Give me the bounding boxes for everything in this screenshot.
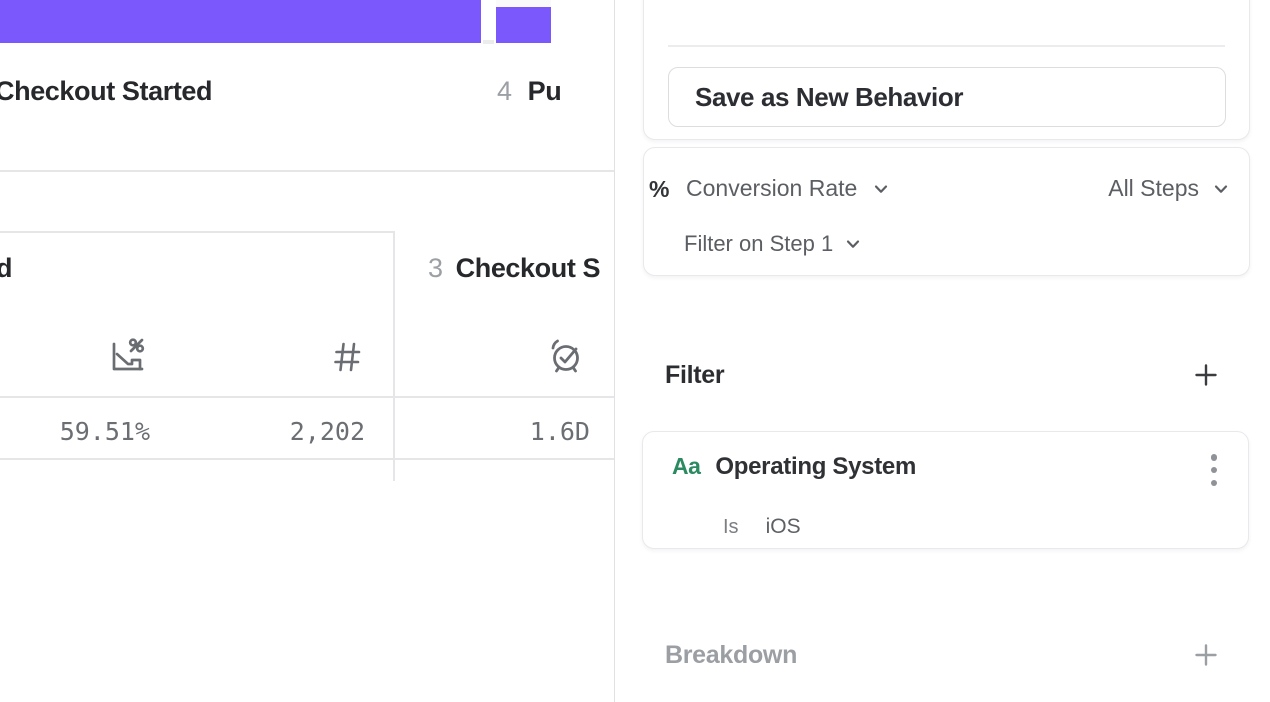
step-name: Pu: [527, 76, 562, 106]
count-value: 2,202: [289, 417, 365, 446]
filter-condition-row[interactable]: Is iOS: [723, 515, 801, 539]
filter-on-step-label: Filter on Step 1: [684, 231, 834, 256]
table-row-line: [0, 396, 614, 398]
table-column-divider: [393, 231, 395, 481]
funnel-bar-dropoff[interactable]: [483, 40, 494, 44]
add-filter-button[interactable]: [1193, 362, 1219, 388]
save-behavior-card: Save as New Behavior: [643, 0, 1250, 140]
chart-table-divider: [0, 170, 614, 172]
all-steps-dropdown[interactable]: All Steps: [1108, 175, 1231, 202]
filter-operator: Is: [723, 516, 739, 538]
count-icon: [332, 341, 362, 373]
table-header-line: [0, 231, 393, 233]
filter-card: Aa Operating System Is iOS: [642, 431, 1249, 549]
chevron-down-icon: [1211, 179, 1231, 199]
kebab-menu-icon[interactable]: [1207, 454, 1221, 486]
filter-property-name: Operating System: [715, 453, 917, 480]
filter-section-title: Filter: [665, 361, 725, 389]
avg-time-value: 1.6D: [529, 417, 590, 446]
percent-metric-icon: %: [649, 176, 670, 202]
query-side-panel: Save as New Behavior % Conversion Rate A…: [614, 0, 1270, 702]
chevron-down-icon: [871, 179, 891, 199]
step-number: 3: [428, 253, 443, 283]
funnel-chart-area: Checkout Started 4 Pu d 3 Checkout S: [0, 0, 614, 702]
step-name: Checkout S: [455, 253, 601, 283]
conversion-rate-icon: [105, 335, 147, 377]
table-step3-header: 3 Checkout S: [428, 253, 601, 284]
funnel-step4-label: 4 Pu: [497, 76, 562, 107]
table-prev-step-header: d: [0, 253, 13, 283]
save-as-new-behavior-button[interactable]: Save as New Behavior: [668, 67, 1226, 127]
metric-dropdown[interactable]: Conversion Rate: [686, 175, 891, 202]
text-property-type-icon: Aa: [672, 453, 701, 479]
conversion-rate-value: 59.51%: [59, 417, 150, 446]
chevron-down-icon: [843, 234, 863, 254]
avg-time-icon: [546, 334, 586, 376]
filter-on-step-dropdown[interactable]: Filter on Step 1: [684, 231, 863, 257]
query-summary-card: [643, 147, 1250, 276]
add-breakdown-button[interactable]: [1193, 642, 1219, 668]
all-steps-label: All Steps: [1108, 175, 1199, 201]
filter-value: iOS: [765, 515, 801, 538]
funnel-bar-step4[interactable]: [496, 7, 551, 43]
table-bottom-line: [0, 458, 614, 460]
breakdown-section-title: Breakdown: [665, 641, 798, 669]
funnel-step3-label: Checkout Started: [0, 76, 213, 107]
step-name: Checkout Started: [0, 76, 213, 106]
funnel-bar-step3[interactable]: [0, 0, 481, 43]
card-divider: [668, 45, 1225, 47]
step-number: 4: [497, 76, 512, 106]
metric-dropdown-label: Conversion Rate: [686, 175, 858, 201]
filter-property-row[interactable]: Aa Operating System: [672, 453, 916, 481]
